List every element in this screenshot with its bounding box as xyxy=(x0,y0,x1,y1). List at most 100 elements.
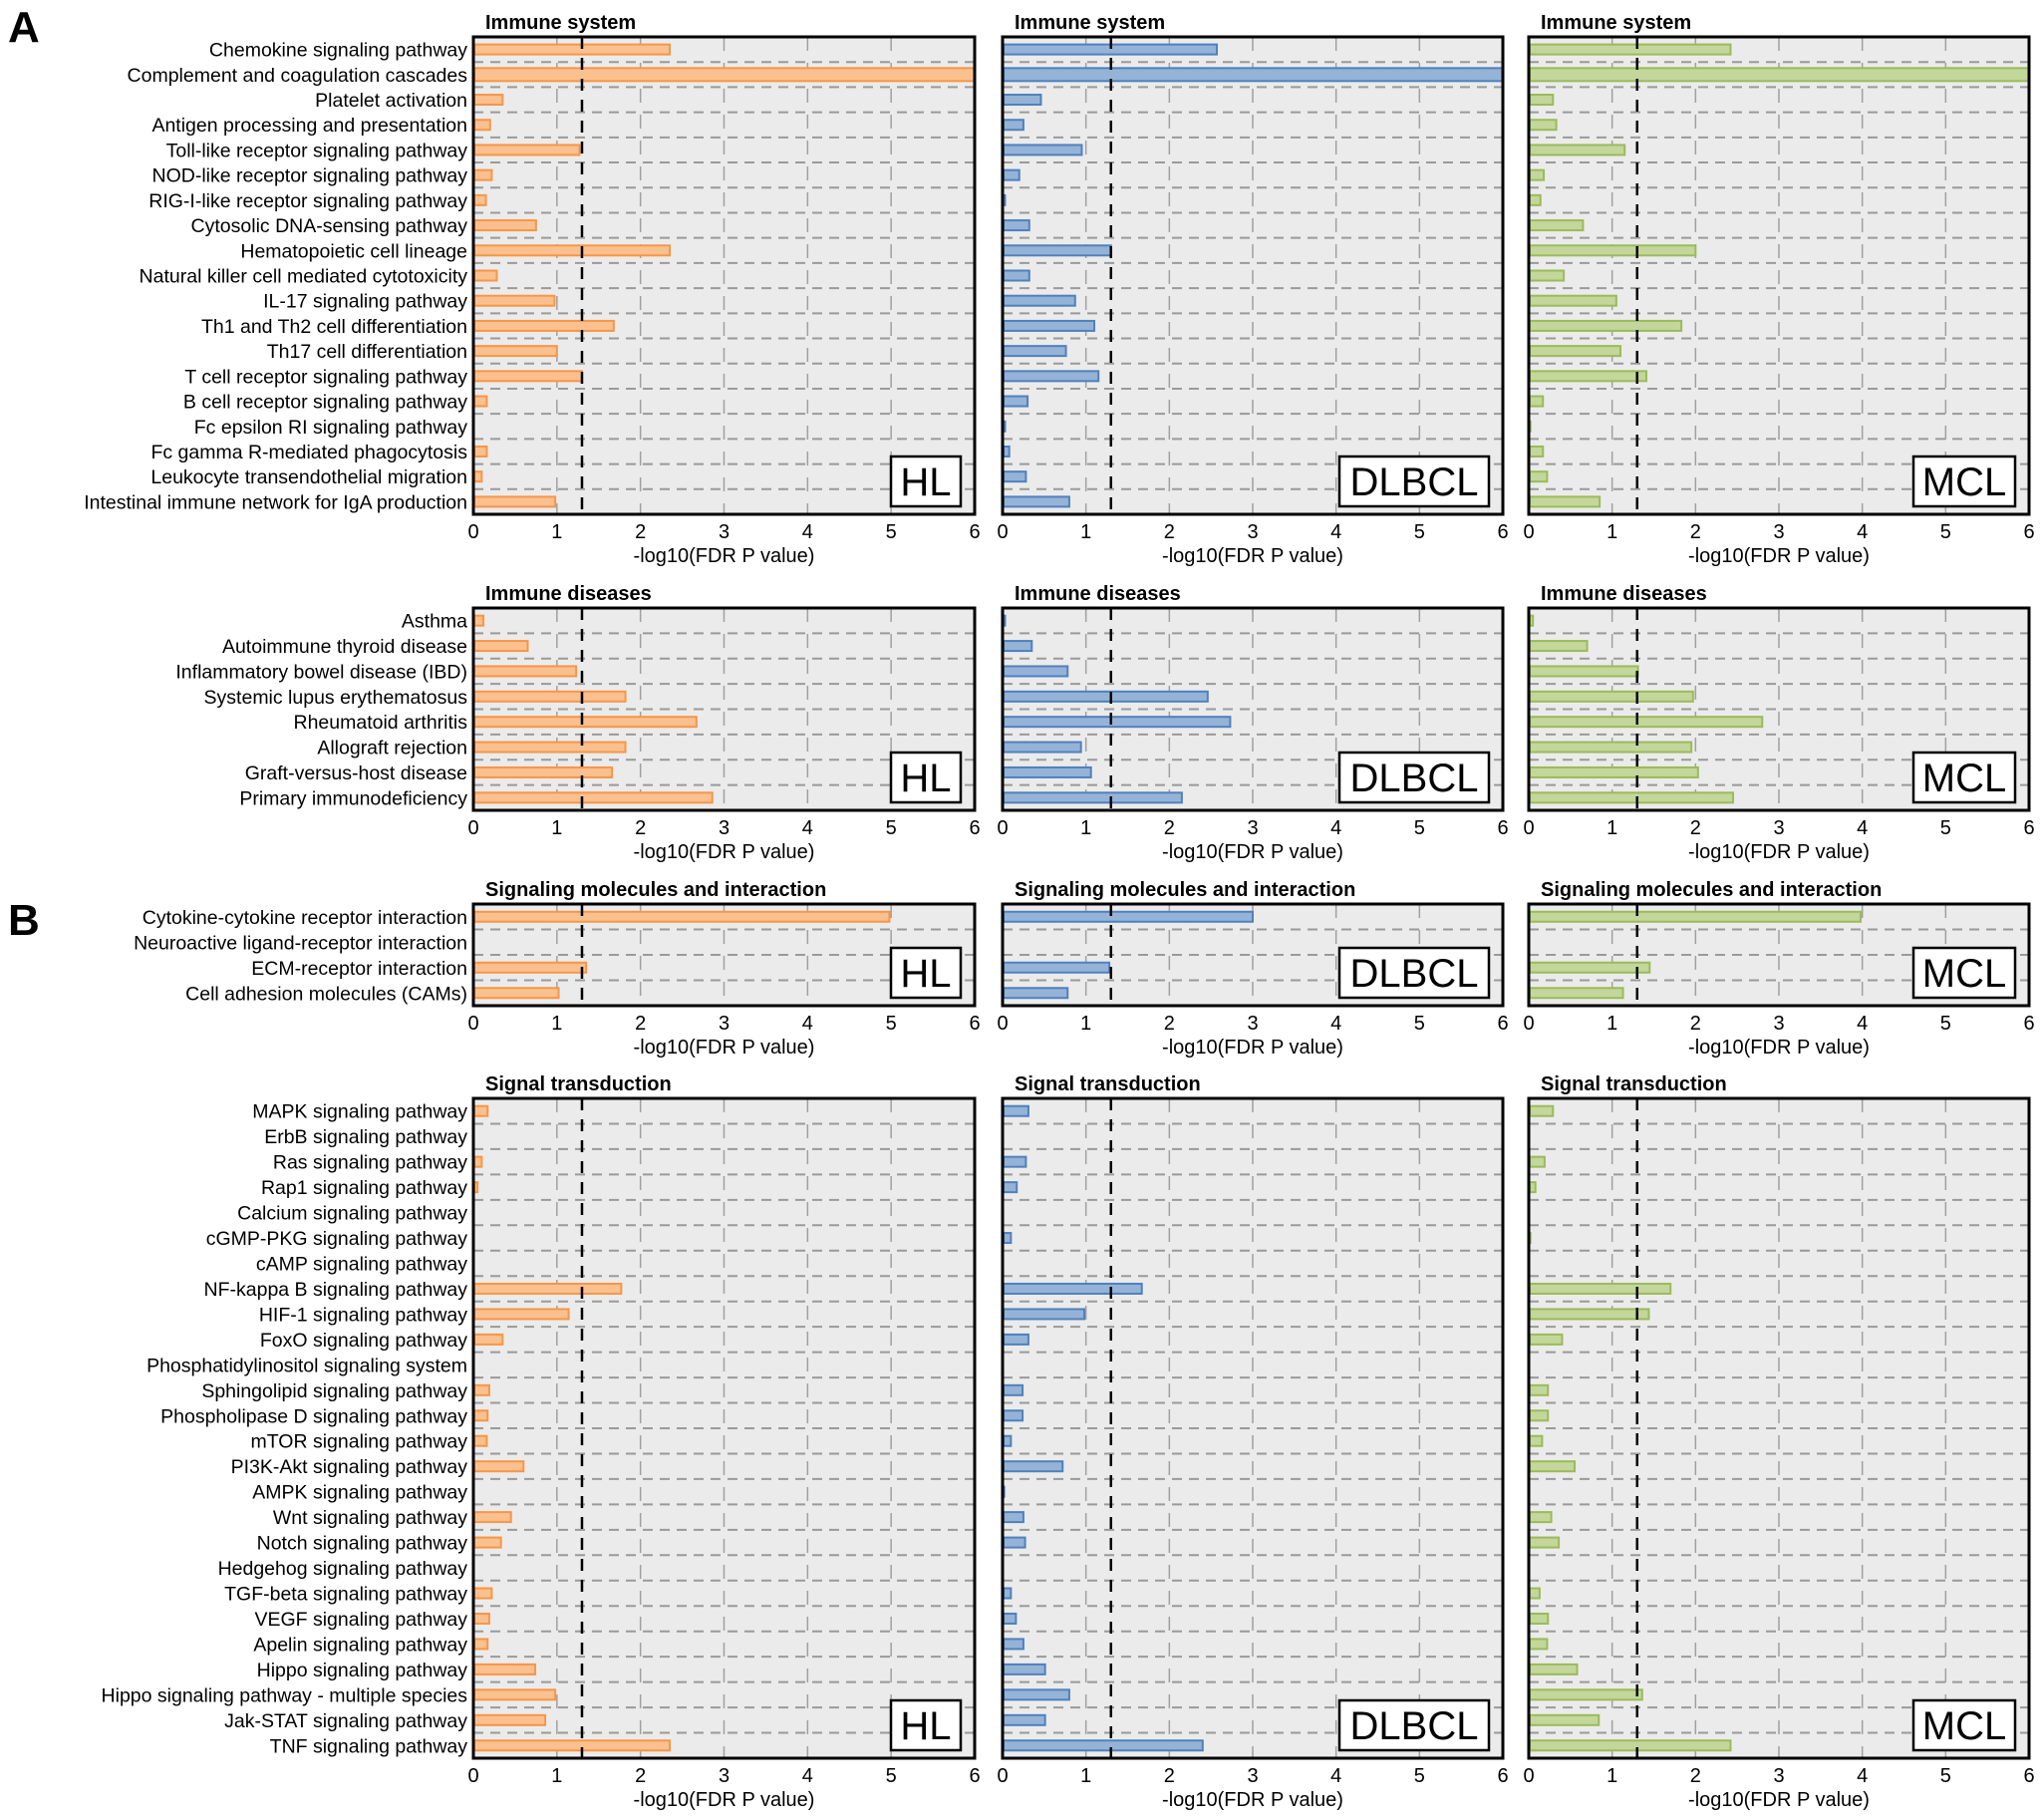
x-tick-label: 4 xyxy=(1330,1013,1341,1035)
chart-group-0: Immune system HL 0 1 2 3 4 5 6 -log10(FDR P value… xyxy=(84,12,2034,567)
panel-title: Signaling molecules and interaction xyxy=(1541,879,1882,901)
x-tick-label: 6 xyxy=(2023,1013,2034,1035)
panel-title: Immune diseases xyxy=(1015,583,1181,605)
x-tick-label: 0 xyxy=(997,521,1008,543)
bar xyxy=(1529,665,1639,678)
bar xyxy=(1003,294,1076,307)
bar xyxy=(1003,1739,1204,1752)
category-label: Phospholipase D signaling pathway xyxy=(160,1405,467,1427)
bar xyxy=(1003,1688,1070,1701)
x-tick-label: 6 xyxy=(969,1013,980,1035)
x-tick-label: 1 xyxy=(551,817,562,839)
bar xyxy=(473,1460,525,1473)
x-tick-label: 5 xyxy=(1940,521,1951,543)
bar xyxy=(1529,395,1545,408)
panel-hl-2: Signaling molecules and interaction HL 0 1 2… xyxy=(134,879,981,1059)
bar xyxy=(1003,1155,1027,1168)
x-tick-label: 6 xyxy=(2023,817,2034,839)
bar xyxy=(1529,119,1558,132)
bar xyxy=(473,395,488,408)
bar xyxy=(1529,1638,1549,1651)
x-axis-label: -log10(FDR P value) xyxy=(634,545,815,567)
dataset-badge: MCL xyxy=(1922,460,2006,504)
x-tick-label: 4 xyxy=(1857,817,1868,839)
x-tick-label: 5 xyxy=(1940,1765,1951,1787)
dataset-badge-box xyxy=(1337,1698,1491,1752)
bar xyxy=(1529,910,1862,923)
plot-frame xyxy=(1527,902,2031,1008)
bar xyxy=(1003,219,1030,232)
dataset-badge-box xyxy=(889,946,963,1000)
x-tick-label: 2 xyxy=(635,1765,646,1787)
dataset-badge-box xyxy=(1911,455,2017,508)
x-tick-label: 5 xyxy=(1414,817,1425,839)
bar xyxy=(1529,495,1602,508)
bar xyxy=(1529,987,1624,1000)
x-tick-label: 5 xyxy=(886,1765,897,1787)
x-axis-label: -log10(FDR P value) xyxy=(1162,1789,1343,1811)
x-axis-label: -log10(FDR P value) xyxy=(1162,545,1343,567)
bar xyxy=(473,319,615,332)
bar xyxy=(1003,1638,1024,1651)
bar xyxy=(473,495,557,508)
bar xyxy=(1003,345,1067,358)
bar xyxy=(1529,144,1626,156)
bar xyxy=(473,1536,502,1549)
panel-title: Immune diseases xyxy=(485,583,652,605)
category-label: Ras signaling pathway xyxy=(273,1152,467,1174)
category-label: Intestinal immune network for IgA produc… xyxy=(84,491,467,513)
category-label: Natural killer cell mediated cytotoxicit… xyxy=(140,266,468,288)
bar xyxy=(1003,1282,1143,1295)
panel-mcl-0: Immune system MCL 0 1 2 3 4 5 6 -log10(FDR P valu… xyxy=(1523,12,2034,567)
x-tick-label: 1 xyxy=(1606,817,1617,839)
bar xyxy=(1003,1181,1019,1194)
x-tick-label: 2 xyxy=(635,521,646,543)
bar xyxy=(1529,765,1699,778)
bar xyxy=(1529,1434,1544,1447)
x-tick-label: 0 xyxy=(997,1013,1008,1035)
category-label: FoxO signaling pathway xyxy=(260,1330,467,1352)
x-tick-label: 6 xyxy=(2023,1765,2034,1787)
category-label: ErbB signaling pathway xyxy=(264,1126,467,1148)
bar xyxy=(1529,1663,1579,1675)
x-axis-label: -log10(FDR P value) xyxy=(634,841,815,863)
bar xyxy=(1003,765,1092,778)
category-label: Hedgehog signaling pathway xyxy=(218,1558,468,1580)
bar xyxy=(473,193,487,206)
x-tick-label: 4 xyxy=(802,1765,813,1787)
dataset-badge-box xyxy=(889,1698,963,1752)
category-label: Primary immunodeficiency xyxy=(239,787,467,809)
category-label: NF-kappa B signaling pathway xyxy=(204,1279,468,1301)
chart-group-1: Immune diseases HL 0 1 2 3 4 5 6 -log10(FDR P val… xyxy=(175,583,2034,863)
bar xyxy=(473,1308,570,1321)
bar xyxy=(473,370,583,383)
x-tick-label: 0 xyxy=(467,1013,478,1035)
bar xyxy=(473,345,558,358)
dataset-badge-box xyxy=(1911,751,2017,804)
bar xyxy=(473,168,493,181)
bar xyxy=(1003,640,1033,653)
x-tick-label: 4 xyxy=(1857,1013,1868,1035)
bar xyxy=(1529,43,1732,56)
x-tick-label: 1 xyxy=(1080,1765,1091,1787)
panel-title: Immune system xyxy=(1541,12,1691,34)
panel-mcl-2: Signaling molecules and interaction MCL 0 1… xyxy=(1523,879,2034,1059)
dataset-badge-box xyxy=(1911,946,2017,1000)
x-tick-label: 1 xyxy=(1606,1765,1617,1787)
x-tick-label: 4 xyxy=(802,1013,813,1035)
section-label-a: A xyxy=(8,3,40,52)
x-tick-label: 2 xyxy=(1164,817,1175,839)
bar xyxy=(1529,294,1617,307)
bar xyxy=(1529,244,1697,257)
dataset-badge-box xyxy=(889,455,963,508)
x-tick-label: 6 xyxy=(969,521,980,543)
category-label: IL-17 signaling pathway xyxy=(263,291,467,313)
panel-hl-0: Immune system HL 0 1 2 3 4 5 6 -log10(FDR P value… xyxy=(84,12,980,567)
panel-dlbcl-1: Immune diseases DLBCL 0 1 2 3 4 5 6 -log10(FDR P … xyxy=(997,583,1508,863)
bar xyxy=(473,119,491,132)
panel-mcl-1: Immune diseases MCL 0 1 2 3 4 5 6 -log10(FDR P va… xyxy=(1523,583,2034,863)
bar xyxy=(473,1688,557,1701)
bar xyxy=(1003,1409,1024,1422)
category-label: Allograft rejection xyxy=(317,738,467,759)
plot-frame xyxy=(471,606,977,812)
